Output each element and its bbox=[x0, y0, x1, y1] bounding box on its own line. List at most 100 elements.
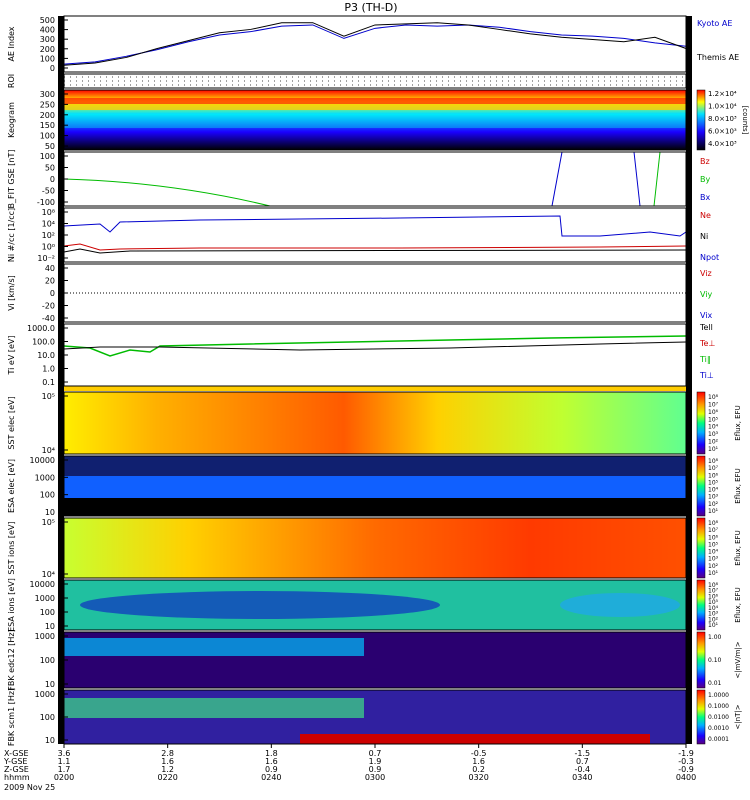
colorbar-label: Eflux, EFU bbox=[734, 468, 742, 503]
time-axis-tick-label: 2.8 bbox=[161, 749, 174, 758]
right-margin-bar bbox=[686, 16, 692, 744]
colorbar-tick: 10⁶ bbox=[708, 409, 719, 416]
colorbar-tick: 10⁴ bbox=[708, 605, 719, 612]
colorbar-tick: 10⁸ bbox=[708, 458, 719, 465]
y-tick-label: 10⁴ bbox=[42, 570, 55, 579]
y-tick-label: 10⁴ bbox=[42, 446, 55, 455]
vi-legend: Viy bbox=[700, 290, 713, 299]
panel-label-ti: Ti eV [eV] bbox=[7, 336, 16, 376]
y-tick-label: 50 bbox=[45, 142, 55, 151]
y-tick-label: 200 bbox=[40, 111, 55, 120]
y-tick-label: 10⁻² bbox=[37, 254, 55, 263]
y-tick-label: 10⁴ bbox=[42, 220, 55, 229]
y-tick-label: -50 bbox=[42, 187, 55, 196]
time-axis-tick-label: 1.7 bbox=[58, 765, 71, 774]
colorbar-label: <|nT|> bbox=[734, 704, 742, 729]
keogram-colorbar-tick: 4.0×10³ bbox=[708, 140, 737, 148]
colorbar-tick: 0.0001 bbox=[708, 736, 729, 743]
y-tick-label: 1000 bbox=[35, 594, 55, 603]
colorbar-tick: 10³ bbox=[708, 611, 719, 618]
time-axis-row-label: Z-GSE bbox=[4, 765, 29, 774]
panel-label-bfit: B_FIT GSE [nT] bbox=[7, 150, 16, 209]
colorbar-tick: 10¹ bbox=[708, 622, 719, 629]
time-axis-tick-label: 0.7 bbox=[576, 757, 589, 766]
time-axis-tick-label: -1.9 bbox=[678, 749, 694, 758]
time-axis-tick-label: 1.2 bbox=[161, 765, 174, 774]
keogram-colorbar-tick: 1.0×10⁴ bbox=[708, 103, 737, 111]
colorbar-tick: 10¹ bbox=[708, 570, 719, 577]
colorbar-tick: 10³ bbox=[708, 556, 719, 563]
bfit-legend: Bx bbox=[700, 193, 710, 202]
spectrogram-colorbar bbox=[696, 455, 706, 517]
separator-strip bbox=[64, 386, 686, 391]
spectrogram-colorbar bbox=[696, 579, 706, 631]
keogram-colorbar-tick: 6.0×10³ bbox=[708, 128, 737, 136]
y-tick-label: 0.1 bbox=[42, 378, 55, 387]
ni-legend: Ne bbox=[700, 211, 711, 220]
spectrogram-colorbar bbox=[696, 517, 706, 579]
spectrogram-colorbar bbox=[696, 391, 706, 455]
colorbar-tick: 10⁶ bbox=[708, 593, 719, 600]
y-tick-label: 0 bbox=[50, 64, 55, 73]
y-tick-label: 10 bbox=[45, 622, 55, 631]
panel-label-fbk2: FBK scm1 [Hz] bbox=[7, 688, 16, 746]
y-tick-label: 10 bbox=[45, 508, 55, 517]
y-tick-label: 10⁰ bbox=[42, 243, 55, 252]
panel-label-ni: Ni #/cc [1/cc] bbox=[7, 208, 16, 262]
keogram-colorbar-tick: 1.2×10⁴ bbox=[708, 90, 737, 98]
panel-label-sst_e: SST elec [eV] bbox=[7, 396, 16, 449]
fbk-scm-band bbox=[64, 698, 364, 718]
esa-elec-band bbox=[64, 498, 686, 516]
te-line bbox=[63, 341, 687, 351]
time-axis-tick-label: -0.3 bbox=[678, 757, 694, 766]
by-curve bbox=[63, 178, 271, 207]
time-axis-tick-label: 0.7 bbox=[369, 749, 382, 758]
colorbar-label: <|mV/m|> bbox=[734, 641, 742, 678]
time-axis-tick-label: -1.5 bbox=[575, 749, 591, 758]
keogram-band bbox=[64, 104, 686, 110]
npot-line bbox=[63, 248, 687, 254]
colorbar-tick: 0.0010 bbox=[708, 725, 729, 732]
keogram-band bbox=[64, 98, 686, 104]
ae-legend-kyoto: Kyoto AE bbox=[697, 19, 732, 28]
colorbar-tick: 10⁷ bbox=[708, 401, 719, 408]
y-tick-label: 100 bbox=[40, 491, 55, 500]
y-tick-label: -40 bbox=[42, 314, 55, 323]
y-tick-label: 400 bbox=[40, 26, 55, 35]
y-tick-label: 40 bbox=[45, 264, 55, 273]
y-tick-label: -100 bbox=[37, 198, 55, 207]
bfit-legend: Bz bbox=[700, 157, 710, 166]
panel-frame-sst_e bbox=[63, 391, 687, 455]
ti-legend: Ti‖ bbox=[699, 355, 711, 364]
panel-label-fbk1: FBK edc12 [Hz] bbox=[7, 629, 16, 690]
fbk-scm-band bbox=[300, 734, 650, 744]
time-axis-row-label: hhmm bbox=[4, 773, 30, 782]
vi-legend: Vix bbox=[700, 311, 713, 320]
y-tick-label: 20 bbox=[45, 277, 55, 286]
colorbar-tick: 1.0000 bbox=[708, 692, 729, 699]
ni-legend: Ni bbox=[700, 232, 708, 241]
panel-frame-bfit bbox=[63, 151, 687, 207]
colorbar-tick: 10⁴ bbox=[708, 424, 719, 431]
time-axis-tick-label: 3.6 bbox=[58, 749, 71, 758]
y-tick-label: -20 bbox=[42, 302, 55, 311]
colorbar-tick: 10² bbox=[708, 563, 719, 570]
colorbar-tick: 1.00 bbox=[708, 634, 722, 641]
colorbar-label: Eflux, EFU bbox=[734, 405, 742, 440]
y-tick-label: 100 bbox=[40, 713, 55, 722]
panel-frame-ti bbox=[63, 323, 687, 387]
colorbar-tick: 0.0100 bbox=[708, 714, 729, 721]
colorbar-tick: 0.10 bbox=[708, 657, 722, 664]
ae-series-line bbox=[63, 24, 687, 65]
y-tick-label: 1.0 bbox=[42, 365, 55, 374]
y-tick-label: 10⁸ bbox=[42, 208, 55, 217]
panel-label-keogram: Keogram bbox=[7, 102, 16, 138]
colorbar-tick: 10¹ bbox=[708, 446, 719, 453]
sst-ions-spectrogram bbox=[64, 518, 686, 578]
y-tick-label: 10⁵ bbox=[42, 518, 55, 527]
panel-label-esa_e: ESA elec [eV] bbox=[7, 459, 16, 513]
time-axis-tick-label: 0.9 bbox=[265, 765, 278, 774]
time-axis-tick-label: 1.6 bbox=[472, 757, 485, 766]
panel-label-roi: ROI bbox=[7, 74, 16, 88]
time-axis-date: 2009 Nov 25 bbox=[4, 783, 55, 792]
